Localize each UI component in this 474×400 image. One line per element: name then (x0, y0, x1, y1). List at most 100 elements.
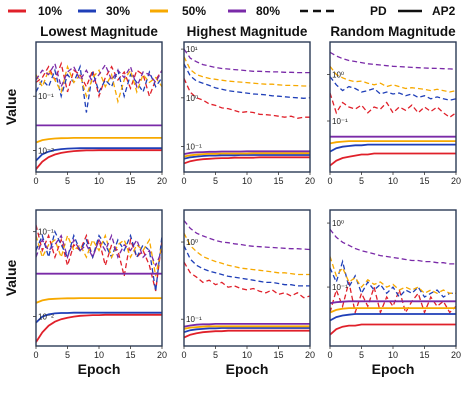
plot-frame (35, 41, 163, 173)
y-tick-label: 10¹ (186, 45, 198, 54)
y-tick-label: 10⁰ (332, 219, 344, 228)
legend-label-pd: PD (370, 4, 387, 18)
panel-title: Random Magnitude (330, 24, 456, 39)
x-tick-label: 10 (94, 176, 104, 186)
y-tick-label: 10⁻¹ (332, 117, 348, 126)
series-line-dashed-50pct (330, 65, 456, 93)
chart-panel-2: Random Magnitude 0 5 10 15 20 10⁰ 10⁻¹ (327, 24, 461, 186)
series-line-dashed-30pct (36, 64, 162, 113)
x-tick-label: 10 (242, 350, 252, 360)
panels: Lowest Magnitude 0 5 10 15 20 10⁻¹ 10⁻² Value Hig… (3, 24, 461, 377)
series-line-dashed-50pct (36, 233, 162, 277)
series-line-dashed-80pct (330, 51, 456, 70)
x-tick-label: 5 (65, 176, 70, 186)
x-tick-label: 0 (181, 176, 186, 186)
series-line-solid-10pct (36, 313, 162, 343)
series-line-dashed-50pct (184, 56, 310, 87)
series-line-dashed-30pct (36, 229, 162, 292)
x-tick-label: 0 (327, 350, 332, 360)
series-line-dashed-80pct (184, 220, 310, 251)
series-line-solid-80pct (184, 322, 310, 328)
series-line-solid-50pct (330, 140, 456, 145)
x-axis-label: Epoch (226, 361, 269, 377)
x-tick-label: 20 (157, 350, 167, 360)
legend-label-10: 10% (38, 4, 62, 18)
series-line-dashed-80pct (184, 48, 310, 74)
x-tick-label: 5 (213, 176, 218, 186)
chart-panel-0: Lowest Magnitude 0 5 10 15 20 10⁻¹ 10⁻² Value (3, 24, 167, 186)
series-line-solid-80pct (330, 300, 456, 305)
series-line-solid-80pct (184, 150, 310, 155)
x-tick-label: 15 (273, 350, 283, 360)
x-tick-label: 5 (213, 350, 218, 360)
x-tick-label: 0 (327, 176, 332, 186)
y-axis-label: Value (3, 89, 19, 126)
x-tick-label: 20 (305, 350, 315, 360)
chart-panel-5: 0 5 10 15 20 10⁰ 10⁻¹ Epoch (327, 209, 461, 377)
series-line-solid-30pct (184, 327, 310, 334)
series-line-dashed-50pct (330, 256, 456, 295)
x-tick-label: 20 (451, 350, 461, 360)
y-tick-label: 10⁻¹ (38, 228, 54, 237)
x-tick-label: 15 (125, 350, 135, 360)
x-tick-label: 0 (181, 350, 186, 360)
y-tick-label: 10⁰ (186, 238, 198, 247)
x-tick-label: 20 (305, 176, 315, 186)
series-line-solid-30pct (184, 154, 310, 160)
series-line-dashed-80pct (36, 233, 162, 268)
series-line-solid-30pct (36, 147, 162, 162)
series-line-dashed-10pct (184, 261, 310, 299)
series-line-dashed-50pct (184, 232, 310, 276)
y-tick-label: 10⁻¹ (186, 143, 202, 152)
y-tick-label: 10⁻¹ (186, 315, 202, 324)
x-axis-label: Epoch (372, 361, 415, 377)
legend-label-50: 50% (182, 4, 206, 18)
series-line-dashed-10pct (330, 92, 456, 119)
x-tick-label: 20 (157, 176, 167, 186)
x-tick-label: 0 (33, 350, 38, 360)
x-tick-label: 0 (33, 176, 38, 186)
series-line-dashed-30pct (184, 245, 310, 287)
series-line-solid-50pct (330, 307, 456, 314)
y-tick-label: 10⁰ (186, 94, 198, 103)
chart-panel-3: 0 5 10 15 20 10⁻¹ 10⁻² Epoch Value (3, 209, 167, 377)
series-line-solid-50pct (184, 152, 310, 158)
panel-title: Lowest Magnitude (40, 24, 158, 39)
y-tick-label: 10⁻¹ (38, 92, 54, 101)
series-line-solid-10pct (184, 329, 310, 339)
x-tick-label: 15 (273, 176, 283, 186)
series-line-dashed-10pct (36, 61, 162, 99)
series-line-solid-10pct (184, 156, 310, 165)
series-line-solid-30pct (330, 143, 456, 153)
legend-label-80: 80% (256, 4, 280, 18)
series-line-solid-50pct (184, 325, 310, 330)
legend: 10% 30% 50% 80% PD AP2 (8, 4, 456, 18)
series-line-dashed-80pct (330, 228, 456, 265)
y-axis-label: Value (3, 260, 19, 297)
series-line-dashed-30pct (184, 63, 310, 99)
x-tick-label: 5 (359, 350, 364, 360)
chart-panel-1: Highest Magnitude 0 5 10 15 20 10¹ 10⁰ 10⁻¹ (181, 24, 315, 186)
series-line-dashed-80pct (36, 61, 162, 89)
series-line-dashed-30pct (330, 76, 456, 101)
x-tick-label: 10 (242, 176, 252, 186)
legend-label-30: 30% (106, 4, 130, 18)
x-tick-label: 10 (94, 350, 104, 360)
series-line-solid-50pct (36, 297, 162, 304)
y-tick-label: 10⁻² (38, 146, 54, 155)
x-tick-label: 10 (388, 350, 398, 360)
x-tick-label: 20 (451, 176, 461, 186)
series-line-dashed-30pct (330, 259, 456, 299)
series-line-solid-30pct (36, 311, 162, 324)
x-tick-label: 5 (65, 350, 70, 360)
series-line-dashed-10pct (330, 281, 456, 316)
panel-title: Highest Magnitude (187, 24, 308, 39)
series-line-solid-10pct (36, 149, 162, 170)
y-tick-label: 10⁻² (38, 313, 54, 322)
y-tick-label: 10⁰ (332, 71, 344, 80)
series-line-solid-10pct (330, 323, 456, 336)
y-tick-label: 10⁻¹ (332, 283, 348, 292)
x-axis-label: Epoch (78, 361, 121, 377)
x-tick-label: 10 (388, 176, 398, 186)
